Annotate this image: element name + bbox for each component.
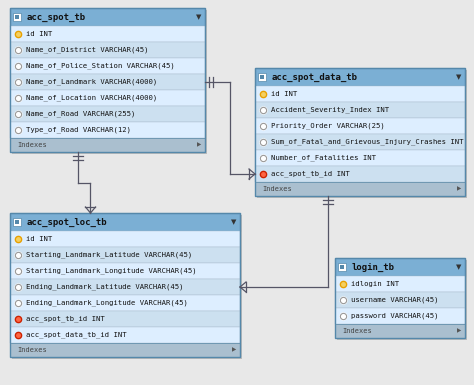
Text: Type_of_Road VARCHAR(12): Type_of_Road VARCHAR(12) xyxy=(26,127,131,133)
Text: Indexes: Indexes xyxy=(342,328,372,334)
FancyBboxPatch shape xyxy=(255,134,465,150)
Text: ▶: ▶ xyxy=(232,348,236,353)
Text: Name_of_Road VARCHAR(255): Name_of_Road VARCHAR(255) xyxy=(26,110,136,117)
FancyBboxPatch shape xyxy=(335,292,465,308)
Text: Sum_of_Fatal_and_Grievous_Injury_Crashes INT: Sum_of_Fatal_and_Grievous_Injury_Crashes… xyxy=(271,139,464,145)
FancyBboxPatch shape xyxy=(335,276,465,292)
Text: id INT: id INT xyxy=(26,31,52,37)
Text: Name_of_Landmark VARCHAR(4000): Name_of_Landmark VARCHAR(4000) xyxy=(26,79,157,85)
Text: ▼: ▼ xyxy=(456,74,462,80)
Text: Name_of_District VARCHAR(45): Name_of_District VARCHAR(45) xyxy=(26,47,148,53)
Text: Accident_Severity_Index INT: Accident_Severity_Index INT xyxy=(271,107,389,113)
Text: ▼: ▼ xyxy=(231,219,237,225)
FancyBboxPatch shape xyxy=(10,279,240,295)
FancyBboxPatch shape xyxy=(15,15,19,19)
FancyBboxPatch shape xyxy=(337,260,467,340)
Text: Indexes: Indexes xyxy=(262,186,292,192)
Text: ▼: ▼ xyxy=(196,14,202,20)
Text: username VARCHAR(45): username VARCHAR(45) xyxy=(351,297,438,303)
FancyBboxPatch shape xyxy=(335,324,465,338)
Text: acc_spot_tb_id INT: acc_spot_tb_id INT xyxy=(26,316,105,322)
FancyBboxPatch shape xyxy=(255,150,465,166)
FancyBboxPatch shape xyxy=(10,106,205,122)
FancyBboxPatch shape xyxy=(340,265,344,269)
FancyBboxPatch shape xyxy=(255,118,465,134)
Text: Number_of_Fatalities INT: Number_of_Fatalities INT xyxy=(271,155,376,161)
Text: Ending_Landmark_Latitude VARCHAR(45): Ending_Landmark_Latitude VARCHAR(45) xyxy=(26,284,183,290)
FancyBboxPatch shape xyxy=(257,70,467,198)
FancyBboxPatch shape xyxy=(13,218,21,226)
Text: acc_spot_data_tb_id INT: acc_spot_data_tb_id INT xyxy=(26,332,127,338)
FancyBboxPatch shape xyxy=(255,166,465,182)
FancyBboxPatch shape xyxy=(15,220,19,224)
Text: id INT: id INT xyxy=(26,236,52,242)
Text: id INT: id INT xyxy=(271,91,297,97)
Text: login_tb: login_tb xyxy=(352,263,395,271)
FancyBboxPatch shape xyxy=(255,86,465,102)
FancyBboxPatch shape xyxy=(12,215,242,359)
FancyBboxPatch shape xyxy=(10,138,205,152)
FancyBboxPatch shape xyxy=(10,231,240,247)
Text: acc_spot_tb: acc_spot_tb xyxy=(27,12,86,22)
FancyBboxPatch shape xyxy=(10,263,240,279)
FancyBboxPatch shape xyxy=(13,13,21,21)
FancyBboxPatch shape xyxy=(10,90,205,106)
FancyBboxPatch shape xyxy=(10,213,240,231)
FancyBboxPatch shape xyxy=(10,42,205,58)
FancyBboxPatch shape xyxy=(10,8,205,26)
FancyBboxPatch shape xyxy=(12,10,207,154)
Text: Name_of_Location VARCHAR(4000): Name_of_Location VARCHAR(4000) xyxy=(26,95,157,101)
Text: Starting_Landmark_Latitude VARCHAR(45): Starting_Landmark_Latitude VARCHAR(45) xyxy=(26,252,192,258)
FancyBboxPatch shape xyxy=(10,343,240,357)
Text: acc_spot_loc_tb: acc_spot_loc_tb xyxy=(27,218,108,226)
Text: Ending_Landmark_Longitude VARCHAR(45): Ending_Landmark_Longitude VARCHAR(45) xyxy=(26,300,188,306)
FancyBboxPatch shape xyxy=(338,263,346,271)
Text: Starting_Landmark_Longitude VARCHAR(45): Starting_Landmark_Longitude VARCHAR(45) xyxy=(26,268,197,275)
FancyBboxPatch shape xyxy=(10,26,205,42)
Text: ▶: ▶ xyxy=(457,328,461,333)
FancyBboxPatch shape xyxy=(10,58,205,74)
FancyBboxPatch shape xyxy=(10,247,240,263)
FancyBboxPatch shape xyxy=(335,258,465,276)
Text: ▶: ▶ xyxy=(197,142,201,147)
FancyBboxPatch shape xyxy=(255,68,465,86)
Text: Indexes: Indexes xyxy=(17,142,47,148)
FancyBboxPatch shape xyxy=(10,327,240,343)
Text: ▶: ▶ xyxy=(457,186,461,191)
FancyBboxPatch shape xyxy=(10,74,205,90)
Text: Name_of_Police_Station VARCHAR(45): Name_of_Police_Station VARCHAR(45) xyxy=(26,63,175,69)
FancyBboxPatch shape xyxy=(255,182,465,196)
Text: password VARCHAR(45): password VARCHAR(45) xyxy=(351,313,438,319)
Text: acc_spot_data_tb: acc_spot_data_tb xyxy=(272,72,358,82)
Text: ▼: ▼ xyxy=(456,264,462,270)
FancyBboxPatch shape xyxy=(10,311,240,327)
Text: Priority_Order VARCHAR(25): Priority_Order VARCHAR(25) xyxy=(271,123,385,129)
Text: Indexes: Indexes xyxy=(17,347,47,353)
Text: idlogin INT: idlogin INT xyxy=(351,281,399,287)
FancyBboxPatch shape xyxy=(10,122,205,138)
FancyBboxPatch shape xyxy=(258,73,266,81)
FancyBboxPatch shape xyxy=(260,75,264,79)
FancyBboxPatch shape xyxy=(335,308,465,324)
Text: acc_spot_tb_id INT: acc_spot_tb_id INT xyxy=(271,171,350,177)
FancyBboxPatch shape xyxy=(255,102,465,118)
FancyBboxPatch shape xyxy=(10,295,240,311)
